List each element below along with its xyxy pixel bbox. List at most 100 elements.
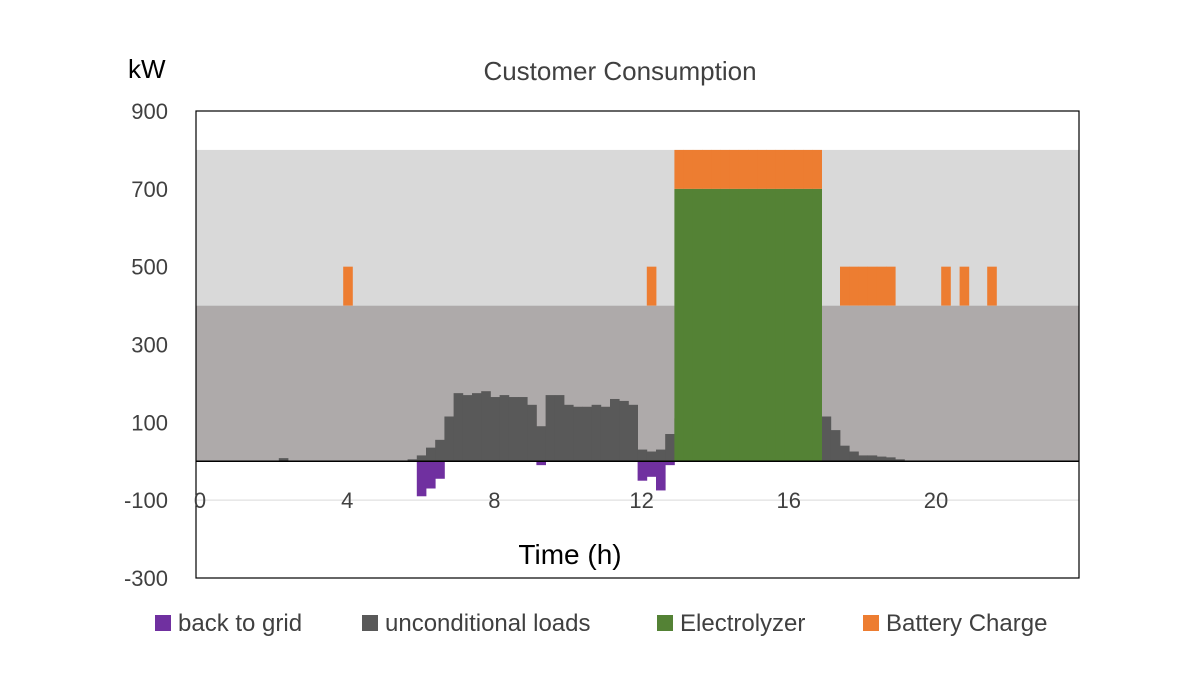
unconditional-loads-bar (591, 404, 602, 462)
unconditional-loads-bar (545, 395, 556, 462)
electrolyzer-bar (803, 188, 813, 462)
unconditional-loads-bar (619, 400, 629, 462)
unconditional-loads-bar (646, 451, 657, 462)
legend-swatch-electrolyzer (657, 615, 673, 631)
unconditional-loads-bar (637, 449, 648, 462)
unconditional-loads-bar (849, 451, 859, 462)
battery-charge-bar (803, 149, 813, 189)
unconditional-loads-bar (426, 447, 436, 462)
back-to-grid-bar (637, 461, 648, 481)
legend-label-electrolyzer: Electrolyzer (680, 610, 805, 637)
back-to-grid-bar (665, 461, 675, 466)
legend-label-unconditional-loads: unconditional loads (385, 610, 591, 637)
electrolyzer-bar (729, 188, 740, 462)
x-tick-label: 4 (341, 488, 353, 513)
unconditional-loads-bar (656, 449, 666, 462)
x-tick-label: 16 (777, 488, 801, 513)
battery-charge-bar (738, 149, 749, 189)
battery-charge-bar (692, 149, 703, 189)
battery-charge-bar (674, 149, 684, 189)
y-tick-label: 900 (131, 99, 168, 124)
legend-label-battery-charge: Battery Charge (886, 610, 1047, 637)
electrolyzer-bar (674, 188, 684, 462)
unconditional-loads-bar (407, 459, 418, 462)
unconditional-loads-bar (895, 459, 905, 462)
unconditional-loads-bar (830, 430, 841, 462)
electrolyzer-bar (784, 188, 795, 462)
unconditional-loads-bar (462, 395, 473, 462)
battery-charge-bar (775, 149, 786, 189)
battery-charge-bar (720, 149, 730, 189)
unconditional-loads-bar (554, 395, 565, 462)
battery-charge-bar (867, 266, 878, 306)
electrolyzer-bar (738, 188, 749, 462)
y-unit-label: kW (128, 54, 166, 84)
battery-charge-bar (812, 149, 822, 189)
unconditional-loads-bar (416, 455, 427, 462)
electrolyzer-bar (702, 188, 712, 462)
legend-swatch-unconditional-loads (362, 615, 378, 631)
electrolyzer-bar (757, 188, 767, 462)
plot-area: 900 700 500 300 100 -100 -300 0 4 8 12 16 20 (124, 99, 1080, 591)
unconditional-loads-bar (444, 416, 454, 462)
battery-charge-bar (711, 149, 721, 189)
y-tick-label: -300 (124, 566, 168, 591)
unconditional-loads-bar (527, 404, 537, 462)
electrolyzer-bar (775, 188, 786, 462)
background-band-1 (196, 149, 1079, 306)
battery-charge-bar (343, 266, 353, 306)
electrolyzer-bar (711, 188, 721, 462)
chart-title: Customer Consumption (483, 56, 756, 86)
unconditional-loads-bar (278, 458, 289, 462)
x-tick-label: 0 (194, 488, 206, 513)
unconditional-loads-bar (600, 406, 611, 462)
battery-charge-bar (729, 149, 740, 189)
legend-label-back-to-grid: back to grid (178, 610, 302, 637)
back-to-grid-bar (426, 461, 436, 489)
y-tick-label: 100 (131, 410, 168, 435)
electrolyzer-bar (748, 188, 758, 462)
battery-charge-bar (987, 266, 997, 306)
battery-charge-bar (959, 266, 970, 306)
unconditional-loads-bar (876, 456, 887, 462)
electrolyzer-bar (766, 188, 776, 462)
unconditional-loads-bar (472, 393, 482, 462)
electrolyzer-bar (692, 188, 703, 462)
battery-charge-bar (757, 149, 767, 189)
unconditional-loads-bar (867, 455, 878, 462)
x-axis-label: Time (h) (518, 539, 621, 570)
battery-charge-bar (784, 149, 795, 189)
electrolyzer-bar (683, 188, 694, 462)
y-tick-label: 300 (131, 333, 168, 358)
unconditional-loads-bar (582, 406, 592, 462)
x-tick-label: 12 (629, 488, 653, 513)
battery-charge-bar (858, 266, 868, 306)
battery-charge-bar (646, 266, 657, 306)
unconditional-loads-bar (840, 445, 850, 462)
unconditional-loads-bar (518, 397, 528, 462)
battery-charge-bar (849, 266, 859, 306)
unconditional-loads-bar (573, 406, 583, 462)
back-to-grid-bar (646, 461, 657, 477)
battery-charge-bar (840, 266, 850, 306)
unconditional-loads-bar (499, 395, 510, 462)
unconditional-loads-bar (435, 439, 445, 462)
unconditional-loads-bar (453, 393, 464, 462)
unconditional-loads-bar (490, 397, 500, 462)
back-to-grid-bar (416, 461, 427, 497)
unconditional-loads-bar (858, 455, 868, 462)
back-to-grid-bar (536, 461, 546, 466)
back-to-grid-bar (435, 461, 445, 479)
unconditional-loads-bar (628, 404, 638, 462)
battery-charge-bar (683, 149, 694, 189)
battery-charge-bar (886, 266, 896, 306)
y-tick-label: 500 (131, 255, 168, 280)
x-tick-label: 20 (924, 488, 948, 513)
unconditional-loads-bar (886, 457, 896, 462)
x-tick-label: 8 (488, 488, 500, 513)
unconditional-loads-bar (564, 404, 574, 462)
battery-charge-bar (941, 266, 951, 306)
unconditional-loads-bar (821, 416, 832, 462)
unconditional-loads-bar (665, 434, 675, 462)
